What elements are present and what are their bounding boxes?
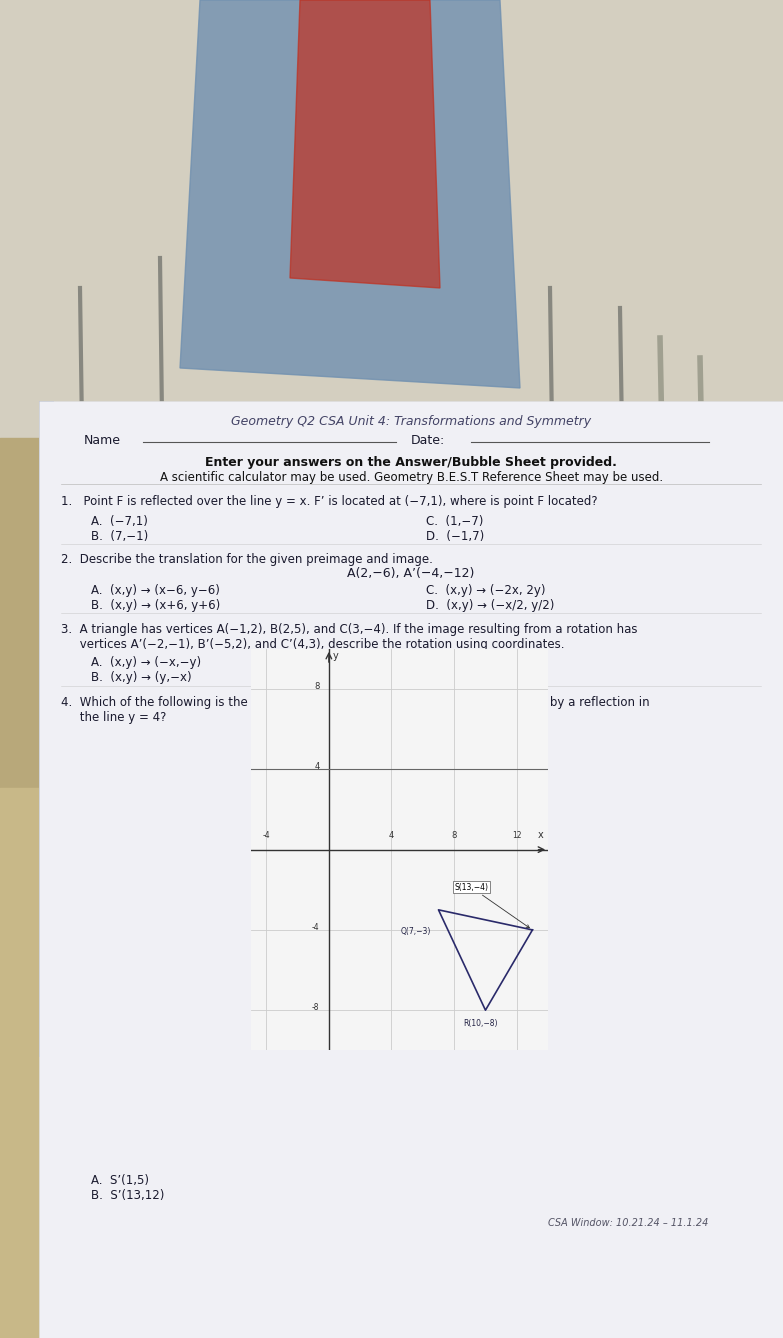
Text: 3.  A triangle has vertices A(−1,2), B(2,5), and C(3,−4). If the image resulting: 3. A triangle has vertices A(−1,2), B(2,… bbox=[62, 624, 638, 637]
Text: A.  (−7,1): A. (−7,1) bbox=[92, 515, 148, 527]
Text: C.  (x,y) → (−2x, 2y): C. (x,y) → (−2x, 2y) bbox=[426, 583, 546, 597]
Text: B.  (7,−1): B. (7,−1) bbox=[92, 530, 149, 543]
Text: A scientific calculator may be used. Geometry B.E.S.T Reference Sheet may be use: A scientific calculator may be used. Geo… bbox=[160, 471, 662, 484]
Text: B.  (x,y) → (x+6, y+6): B. (x,y) → (x+6, y+6) bbox=[92, 599, 221, 611]
Text: A.  (x,y) → (−x,−y): A. (x,y) → (−x,−y) bbox=[92, 656, 201, 669]
Text: 8: 8 bbox=[314, 682, 319, 690]
Text: 12: 12 bbox=[512, 831, 521, 839]
Text: x: x bbox=[537, 830, 543, 839]
Polygon shape bbox=[290, 518, 440, 618]
Text: Name: Name bbox=[84, 435, 121, 447]
Text: 8: 8 bbox=[452, 831, 456, 839]
Text: -4: -4 bbox=[262, 831, 270, 839]
Text: D.  (x,y) → (−x/2, y/2): D. (x,y) → (−x/2, y/2) bbox=[426, 599, 554, 611]
Text: A.  S’(1,5): A. S’(1,5) bbox=[92, 1175, 150, 1187]
Text: the line y = 4?: the line y = 4? bbox=[62, 712, 167, 724]
Text: CSA Window: 10.21.24 – 11.1.24: CSA Window: 10.21.24 – 11.1.24 bbox=[548, 1218, 709, 1228]
Text: 4: 4 bbox=[389, 831, 394, 839]
Text: y: y bbox=[332, 652, 338, 661]
Text: Date:: Date: bbox=[411, 435, 446, 447]
Text: B.  S’(13,12): B. S’(13,12) bbox=[92, 1189, 164, 1202]
Polygon shape bbox=[180, 0, 520, 388]
Text: 2.  Describe the translation for the given preimage and image.: 2. Describe the translation for the give… bbox=[62, 553, 433, 566]
Polygon shape bbox=[290, 0, 440, 288]
FancyBboxPatch shape bbox=[24, 401, 54, 1057]
Text: -4: -4 bbox=[312, 923, 319, 931]
Text: D.  (x,y) → (−y,−x): D. (x,y) → (−y,−x) bbox=[426, 672, 537, 684]
Text: B.  (x,y) → (y,−x): B. (x,y) → (y,−x) bbox=[92, 672, 192, 684]
Text: -8: -8 bbox=[312, 1004, 319, 1012]
Text: Enter your answers on the Answer/Bubble Sheet provided.: Enter your answers on the Answer/Bubble … bbox=[205, 456, 617, 468]
Text: C.  (1,−7): C. (1,−7) bbox=[426, 515, 483, 527]
Text: D.  S’(7,3): D. S’(7,3) bbox=[426, 987, 485, 1001]
Text: S(13,−4): S(13,−4) bbox=[454, 883, 529, 927]
Text: A.  (x,y) → (x−6, y−6): A. (x,y) → (x−6, y−6) bbox=[92, 583, 220, 597]
Polygon shape bbox=[320, 438, 480, 558]
Text: A(2,−6), A’(−4,−12): A(2,−6), A’(−4,−12) bbox=[348, 567, 474, 581]
Text: Q(7,−3): Q(7,−3) bbox=[400, 927, 431, 935]
Text: 1.   Point F is reflected over the line y = x. F’ is located at (−7,1), where is: 1. Point F is reflected over the line y … bbox=[62, 495, 598, 508]
Text: C.  S’(4,3): C. S’(4,3) bbox=[426, 973, 485, 986]
Text: 4.  Which of the following is the point S’ after a translation along (−12,9) fol: 4. Which of the following is the point S… bbox=[62, 696, 650, 709]
Text: C.  (x,y) → (−y, x): C. (x,y) → (−y, x) bbox=[426, 656, 530, 669]
Text: D.  (−1,7): D. (−1,7) bbox=[426, 530, 484, 543]
Text: R(10,−8): R(10,−8) bbox=[464, 1020, 498, 1028]
Text: Geometry Q2 CSA Unit 4: Transformations and Symmetry: Geometry Q2 CSA Unit 4: Transformations … bbox=[231, 415, 591, 428]
Text: 4: 4 bbox=[314, 763, 319, 771]
Text: vertices A’(−2,−1), B’(−5,2), and C’(4,3), describe the rotation using coordinat: vertices A’(−2,−1), B’(−5,2), and C’(4,3… bbox=[62, 638, 565, 652]
FancyBboxPatch shape bbox=[39, 401, 783, 1338]
